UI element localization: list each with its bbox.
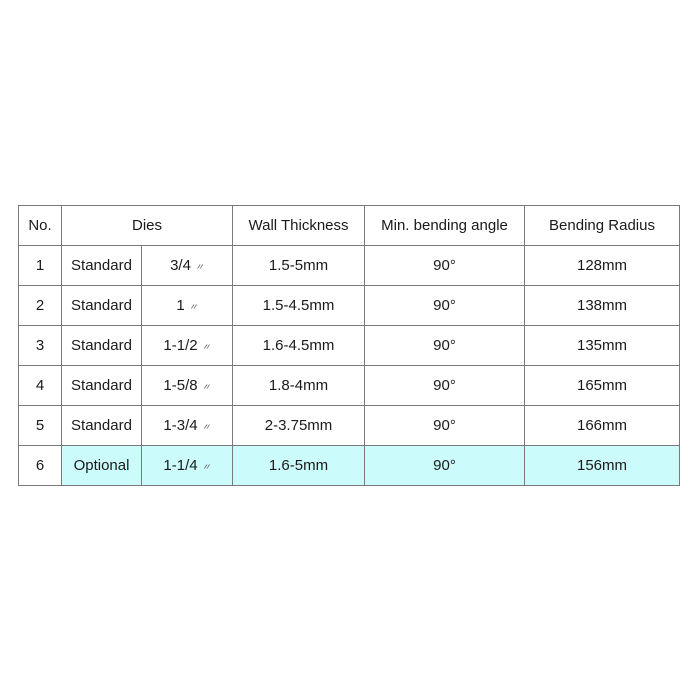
bending-radius-cell: 166mm — [524, 405, 681, 446]
header-min-bending-angle: Min. bending angle — [364, 205, 526, 246]
inch-mark: 〃 — [201, 422, 211, 432]
die-size: 1-1/2 — [163, 337, 198, 354]
die-size: 1-1/4 — [163, 457, 198, 474]
wall-thickness: 2-3.75mm — [264, 417, 333, 434]
table-row: 3 Standard 1-1/2 〃 1.6-4.5mm 90° 135mm — [18, 325, 681, 366]
die-type-cell: Standard — [61, 405, 142, 446]
table-row: 2 Standard 1 〃 1.5-4.5mm 90° 138mm — [18, 285, 681, 326]
bending-radius: 156mm — [577, 457, 628, 474]
header-dies: Dies — [60, 205, 234, 246]
table-row: 4 Standard 1-5/8 〃 1.8-4mm 90° 165mm — [18, 365, 681, 406]
bending-radius-cell: 165mm — [524, 365, 681, 406]
table-row: 5 Standard 1-3/4 〃 2-3.75mm 90° 166mm — [18, 405, 681, 446]
die-type: Standard — [71, 337, 132, 354]
min-bending-angle: 90° — [433, 257, 456, 274]
die-size: 1-5/8 — [163, 377, 198, 394]
die-size-cell: 1-5/8 〃 — [140, 365, 234, 406]
bending-radius-cell: 135mm — [524, 325, 681, 366]
header-bending-radius: Bending Radius — [524, 205, 681, 246]
wall-thickness: 1.8-4mm — [268, 377, 329, 394]
dies-spec-table: No. Dies Wall Thickness Min. bending ang… — [18, 205, 681, 486]
min-bending-angle: 90° — [433, 297, 456, 314]
die-type-cell: Standard — [61, 285, 142, 326]
min-bending-angle-cell: 90° — [364, 445, 526, 486]
inch-mark: 〃 — [201, 462, 211, 472]
row-no-cell: 6 — [18, 445, 62, 486]
min-bending-angle: 90° — [433, 457, 456, 474]
min-bending-angle-cell: 90° — [364, 285, 526, 326]
wall-thickness: 1.6-4.5mm — [262, 337, 335, 354]
header-wall-thickness: Wall Thickness — [232, 205, 366, 246]
inch-mark: 〃 — [201, 382, 211, 392]
die-type-cell: Optional — [61, 445, 142, 486]
bending-radius: 138mm — [577, 297, 628, 314]
die-size: 3/4 — [170, 257, 191, 274]
wall-thickness-cell: 2-3.75mm — [232, 405, 366, 446]
row-no-cell: 4 — [18, 365, 62, 406]
bending-radius: 128mm — [577, 257, 628, 274]
die-size: 1 — [176, 297, 185, 314]
die-type: Standard — [71, 417, 132, 434]
row-no-cell: 5 — [18, 405, 62, 446]
min-bending-angle-cell: 90° — [364, 405, 526, 446]
die-size-cell: 1 〃 — [140, 285, 234, 326]
bending-radius: 135mm — [577, 337, 628, 354]
min-bending-angle: 90° — [433, 337, 456, 354]
row-no-cell: 2 — [18, 285, 62, 326]
die-size-cell: 1-1/2 〃 — [140, 325, 234, 366]
die-size-cell: 1-1/4 〃 — [140, 445, 234, 486]
min-bending-angle-cell: 90° — [364, 365, 526, 406]
row-no: 4 — [35, 377, 45, 394]
die-type: Standard — [71, 297, 132, 314]
row-no: 3 — [35, 337, 45, 354]
die-size: 1-3/4 — [163, 417, 198, 434]
die-type-cell: Standard — [61, 325, 142, 366]
die-type-cell: Standard — [61, 245, 142, 286]
bending-radius: 165mm — [577, 377, 628, 394]
wall-thickness-cell: 1.8-4mm — [232, 365, 366, 406]
min-bending-angle: 90° — [433, 417, 456, 434]
inch-mark: 〃 — [188, 302, 198, 312]
row-no: 2 — [35, 297, 45, 314]
row-no: 5 — [35, 417, 45, 434]
wall-thickness-cell: 1.5-4.5mm — [232, 285, 366, 326]
wall-thickness: 1.5-4.5mm — [262, 297, 335, 314]
die-type-cell: Standard — [61, 365, 142, 406]
table-row: 1 Standard 3/4 〃 1.5-5mm 90° 128mm — [18, 245, 681, 286]
bending-radius-cell: 128mm — [524, 245, 681, 286]
min-bending-angle: 90° — [433, 377, 456, 394]
wall-thickness-cell: 1.5-5mm — [232, 245, 366, 286]
wall-thickness: 1.5-5mm — [268, 257, 329, 274]
header-no: No. — [18, 205, 62, 246]
die-size-cell: 1-3/4 〃 — [140, 405, 234, 446]
row-no-cell: 1 — [18, 245, 62, 286]
inch-mark: 〃 — [194, 262, 204, 272]
inch-mark: 〃 — [201, 342, 211, 352]
die-type: Standard — [71, 257, 132, 274]
die-type: Optional — [73, 457, 130, 474]
min-bending-angle-cell: 90° — [364, 325, 526, 366]
min-bending-angle-cell: 90° — [364, 245, 526, 286]
row-no-cell: 3 — [18, 325, 62, 366]
bending-radius: 166mm — [577, 417, 628, 434]
wall-thickness-cell: 1.6-4.5mm — [232, 325, 366, 366]
die-size-cell: 3/4 〃 — [140, 245, 234, 286]
wall-thickness-cell: 1.6-5mm — [232, 445, 366, 486]
bending-radius-cell: 138mm — [524, 285, 681, 326]
bending-radius-cell: 156mm — [524, 445, 681, 486]
row-no: 1 — [35, 257, 45, 274]
row-no: 6 — [35, 457, 45, 474]
wall-thickness: 1.6-5mm — [268, 457, 329, 474]
table-row: 6 Optional 1-1/4 〃 1.6-5mm 90° 156mm — [18, 445, 681, 486]
header-row: No. Dies Wall Thickness Min. bending ang… — [18, 205, 681, 246]
die-type: Standard — [71, 377, 132, 394]
